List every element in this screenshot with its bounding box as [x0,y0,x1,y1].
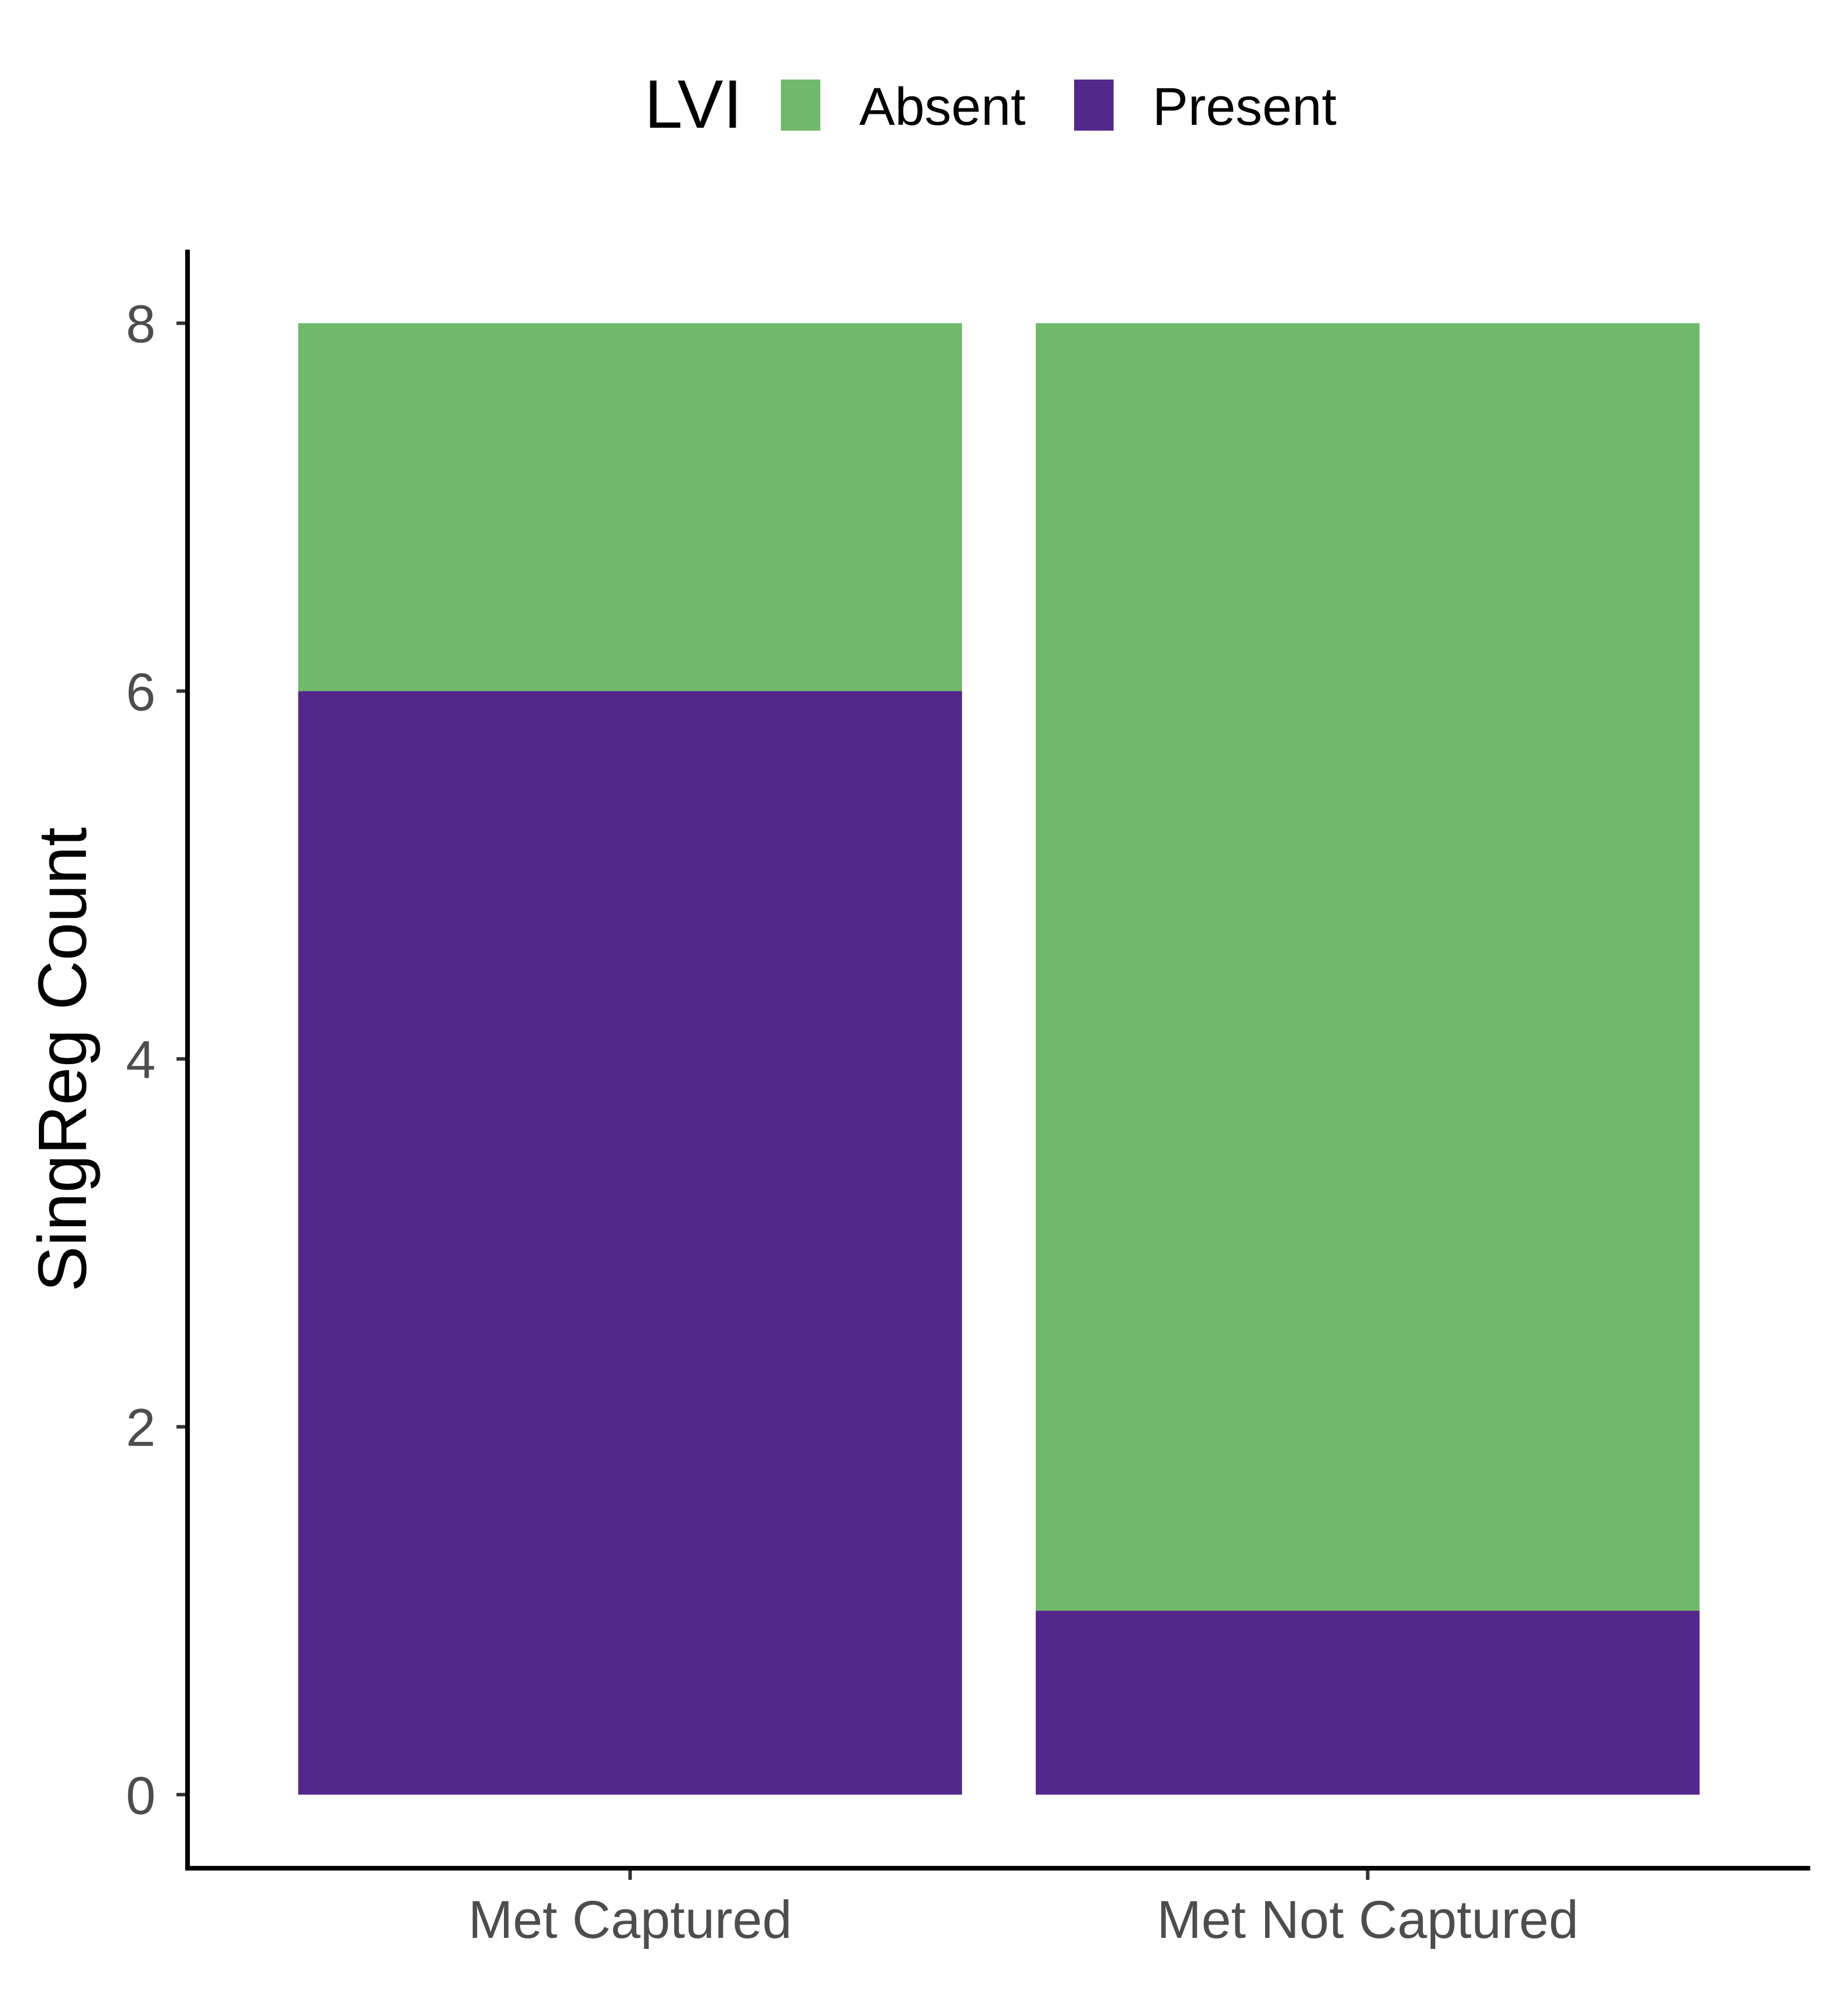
legend-swatch-absent [781,80,820,131]
legend-items: Absent Present [781,77,1337,136]
x-axis-ticks: Met Captured Met Not Captured [469,1868,1579,1949]
y-tick-label: 4 [126,1030,156,1090]
legend-label-present: Present [1152,77,1337,136]
bar-met-captured-present [298,691,962,1795]
y-tick-label: 6 [126,662,156,722]
legend: LVI Absent Present [644,66,1337,143]
x-tick-label: Met Not Captured [1157,1890,1579,1949]
bars [298,323,1700,1795]
y-axis-label: SingReg Count [24,827,101,1292]
y-tick-label: 0 [126,1766,156,1825]
bar-met-not-captured-absent [1036,323,1700,1611]
bar-met-not-captured-present [1036,1610,1700,1795]
y-tick-label: 2 [126,1399,156,1458]
y-tick-label: 8 [126,295,156,354]
legend-title: LVI [644,66,742,143]
x-tick-label: Met Captured [469,1890,792,1949]
legend-label-absent: Absent [859,77,1025,136]
bar-met-captured-absent [298,323,962,691]
legend-swatch-present [1074,80,1114,131]
